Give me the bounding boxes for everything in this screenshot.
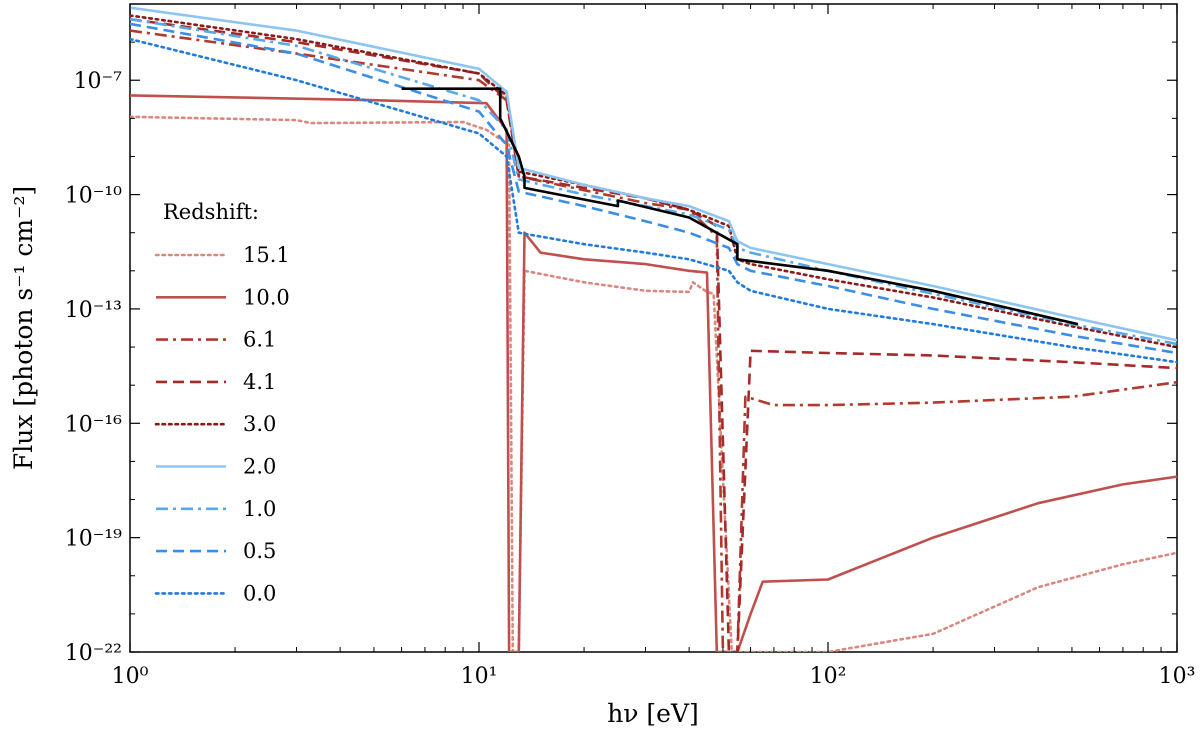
- x-tick-label: 10³: [1159, 664, 1196, 689]
- x-tick-label: 10¹: [461, 664, 498, 689]
- legend-label-z3-0: 3.0: [243, 412, 276, 436]
- y-tick-label: 10⁻¹⁰: [65, 184, 122, 209]
- series-line-z6-1: [130, 29, 1177, 652]
- series-line-z0-5: [130, 22, 1177, 355]
- series-layer: [130, 6, 1177, 652]
- x-axis-title: hν [eV]: [607, 699, 699, 728]
- series-line-z4-1: [130, 17, 1177, 652]
- series-line-z3-0: [130, 14, 1177, 349]
- y-tick-label: 10⁻¹³: [65, 298, 122, 323]
- plot-area: [129, 3, 1178, 653]
- x-tick-label: 10⁰: [112, 664, 149, 689]
- series-line-z1-0: [130, 17, 1177, 346]
- series-line-z0-0: [130, 37, 1177, 364]
- series-line-z2-0: [130, 6, 1177, 342]
- series-line-reference: [401, 87, 1079, 326]
- y-tick-label: 10⁻¹⁶: [65, 412, 122, 437]
- legend-label-z0-5: 0.5: [243, 539, 276, 563]
- legend-label-z1-0: 1.0: [243, 497, 276, 521]
- y-tick-label: 10⁻⁷: [74, 69, 123, 94]
- legend: Redshift: 15.1 10.0 6.1 4.1 3.0 2.0 1.0 0.5 0.0: [154, 200, 290, 605]
- legend-label-z0-0: 0.0: [243, 581, 276, 605]
- series-line-z10-0: [130, 94, 1177, 652]
- legend-label-z2-0: 2.0: [243, 455, 276, 479]
- tick-layer: 10⁰ 10¹ 10² 10³ 10⁻²² 10⁻¹⁹ 10⁻¹⁶ 10⁻¹³ 10⁻¹⁰ 10⁻…: [65, 4, 1196, 689]
- legend-label-z4-1: 4.1: [243, 370, 276, 394]
- y-tick-label: 10⁻¹⁹: [65, 527, 122, 552]
- legend-label-z10-0: 10.0: [243, 285, 290, 309]
- y-tick-label: 10⁻²²: [65, 641, 122, 666]
- legend-label-z15-1: 15.1: [243, 243, 290, 267]
- y-axis-title: Flux [photon s⁻¹ cm⁻²]: [9, 186, 38, 470]
- legend-label-z6-1: 6.1: [243, 328, 276, 352]
- legend-title: Redshift:: [163, 200, 259, 224]
- x-tick-label: 10²: [810, 664, 847, 689]
- series-line-z15-1: [130, 115, 1177, 652]
